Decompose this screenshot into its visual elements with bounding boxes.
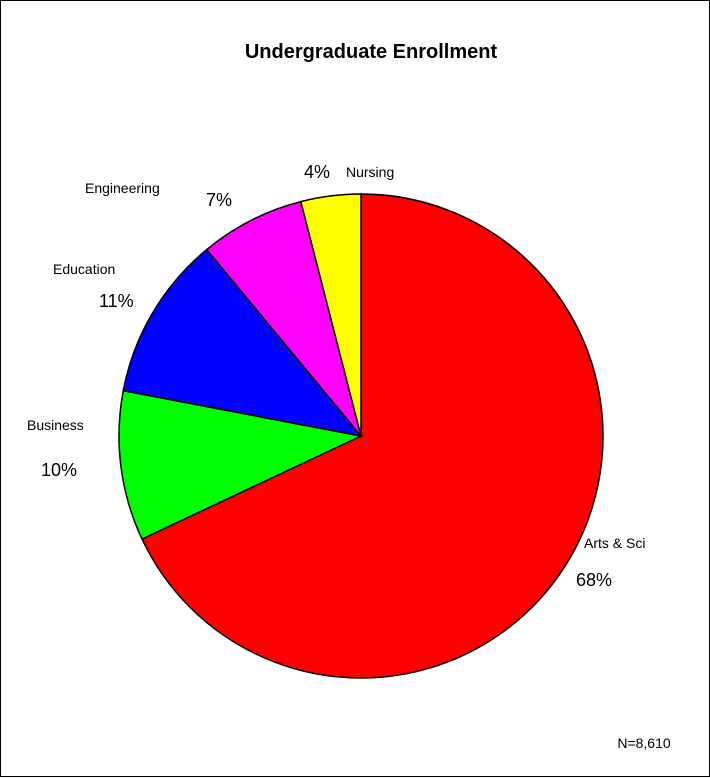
pie-slice-engineering: [205, 200, 362, 437]
pie-slice-nursing: [299, 193, 362, 437]
pie-labels: Arts & Sci 68% Business 10% Education 11% Engi…: [27, 162, 645, 590]
percent-label-business: 10%: [41, 460, 77, 480]
chart-title: Undergraduate Enrollment: [245, 41, 498, 63]
pie-slice-education: [122, 248, 363, 438]
percent-label-arts-sci: 68%: [576, 570, 612, 590]
pie-slice-business: [118, 389, 364, 541]
pie-slice-arts-sci: [141, 193, 604, 679]
category-label-business: Business: [27, 417, 84, 433]
sample-size-note: N=8,610: [617, 735, 671, 751]
percent-label-nursing: 4%: [304, 162, 330, 182]
pie-slices: [118, 193, 604, 679]
percent-label-education: 11%: [99, 291, 134, 311]
percent-label-engineering: 7%: [206, 190, 232, 210]
category-label-arts-sci: Arts & Sci: [584, 535, 645, 551]
category-label-nursing: Nursing: [346, 164, 394, 180]
category-label-engineering: Engineering: [85, 180, 160, 196]
category-label-education: Education: [53, 261, 115, 277]
